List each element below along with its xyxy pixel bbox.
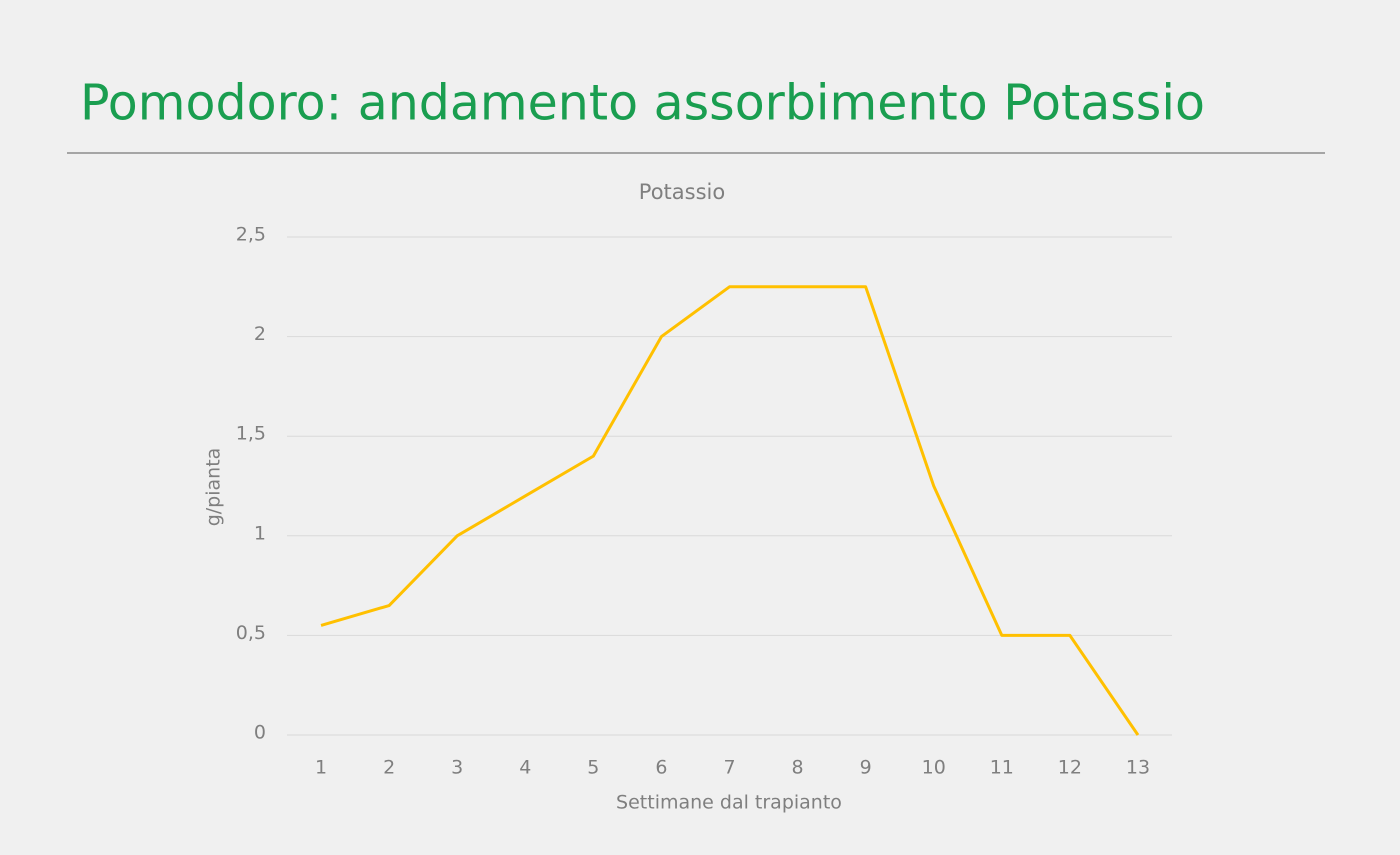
data-line — [320, 285, 1140, 736]
y-tick-label: 2 — [254, 323, 266, 345]
x-tick-label: 7 — [723, 757, 735, 779]
x-axis-label: Settimane dal trapianto — [616, 792, 842, 814]
x-tick-label: 8 — [792, 757, 804, 779]
x-tick-label: 3 — [451, 757, 463, 779]
y-tick-label: 0 — [254, 722, 266, 744]
x-tick-label: 11 — [990, 757, 1014, 779]
x-tick-label: 5 — [587, 757, 599, 779]
y-tick-label: 0,5 — [236, 622, 266, 644]
y-axis-label: g/pianta — [203, 448, 225, 527]
x-tick-label: 10 — [922, 757, 946, 779]
slide-title: Pomodoro: andamento assorbimento Potassi… — [80, 75, 1205, 132]
x-tick-label: 2 — [383, 757, 395, 779]
x-tick-label: 6 — [655, 757, 667, 779]
chart-title: Potassio — [639, 180, 725, 204]
y-tick-label: 1,5 — [236, 423, 266, 445]
y-tick-label: 1 — [254, 522, 266, 544]
x-tick-label: 12 — [1058, 757, 1082, 779]
x-tick-label: 9 — [860, 757, 872, 779]
x-tick-label: 1 — [315, 757, 327, 779]
x-tick-label: 13 — [1126, 757, 1150, 779]
x-tick-label: 4 — [519, 757, 531, 779]
y-tick-label: 2,5 — [236, 224, 266, 246]
